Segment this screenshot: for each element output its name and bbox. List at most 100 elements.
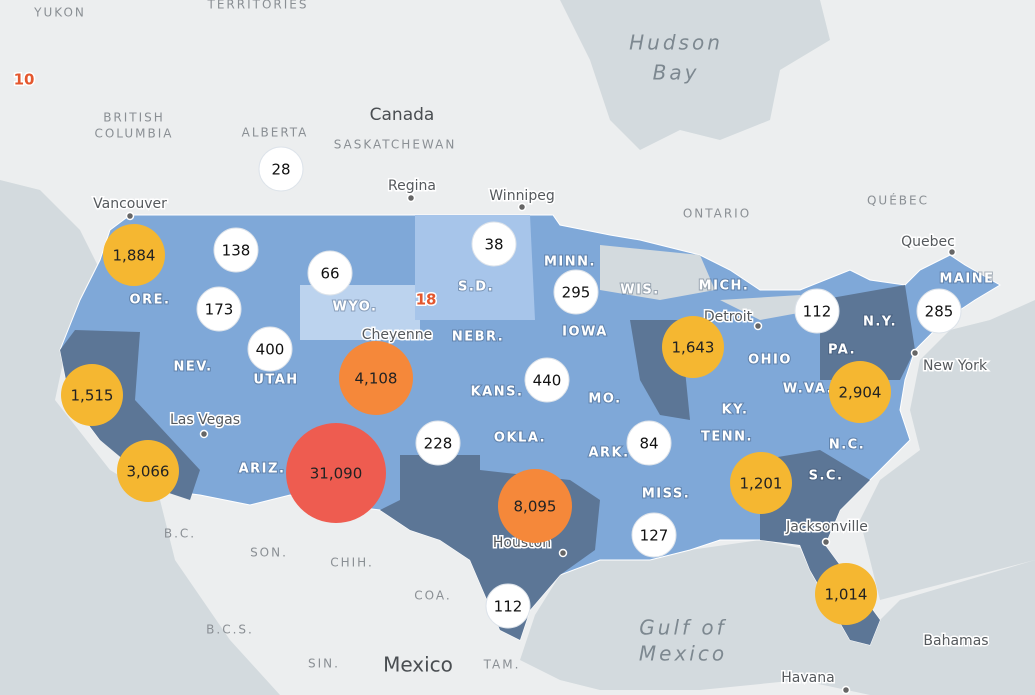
place-label: Vancouver <box>93 196 167 212</box>
cluster-bubble <box>339 341 413 415</box>
cluster-bubble <box>498 469 572 543</box>
cluster-count: 18 <box>416 291 437 309</box>
place-label: Winnipeg <box>489 188 554 204</box>
cluster: 84 <box>626 420 672 466</box>
cluster-bubble <box>916 288 962 334</box>
city-dot <box>517 202 527 212</box>
place-label: Canada <box>370 105 435 125</box>
cluster-count: 138 <box>222 242 251 260</box>
place-label: TENN. <box>701 430 753 445</box>
cluster: 285 <box>916 288 962 334</box>
cluster-count: 440 <box>533 372 562 390</box>
cluster-count: 8,095 <box>514 498 557 516</box>
cluster: 112 <box>485 583 531 629</box>
cluster: 31,090 <box>286 423 386 523</box>
cluster-count: 4,108 <box>355 370 398 388</box>
city-dot <box>199 429 209 439</box>
cluster-bubble <box>524 357 570 403</box>
place-label: MICH. <box>699 279 750 294</box>
place-label: New York <box>923 358 988 374</box>
cluster-count: 1,884 <box>113 247 156 265</box>
place-label: MINN. <box>544 255 596 270</box>
place-label: CHIH. <box>330 556 374 570</box>
place-label: Las Vegas <box>170 412 240 428</box>
cluster-bubble <box>485 583 531 629</box>
place-label: Jacksonville <box>785 519 868 535</box>
place-label: IOWA <box>562 325 608 340</box>
atlantic-ocean <box>860 300 1035 600</box>
place-label: Regina <box>388 178 436 194</box>
cluster-count: 295 <box>562 284 591 302</box>
cluster-count: 112 <box>803 303 832 321</box>
place-label: S.D. <box>458 280 494 295</box>
cluster: 38 <box>471 221 517 267</box>
place-label: Havana <box>781 670 834 686</box>
cluster-count: 3,066 <box>127 463 170 481</box>
place-label: Cheyenne <box>362 327 433 343</box>
place-label: W.VA. <box>783 382 833 397</box>
place-labels: YUKON TERRITORIES Hudson Bay BRITISH COLUMBIA… <box>33 0 994 688</box>
place-label: TAM. <box>483 658 521 672</box>
place-label: OHIO <box>748 353 792 368</box>
cluster-bubble <box>103 224 165 286</box>
cluster: 1,884 <box>103 224 165 286</box>
cluster: 2,904 <box>829 361 891 423</box>
city-dot <box>558 548 568 558</box>
place-label: MO. <box>588 392 621 407</box>
cluster-bubble <box>117 440 179 502</box>
place-label: Bay <box>653 61 700 85</box>
cluster-count: 285 <box>925 303 954 321</box>
cluster: 66 <box>307 250 353 296</box>
cluster-bubble <box>258 146 304 192</box>
cluster-bubble <box>815 563 877 625</box>
cluster-count: 31,090 <box>310 465 363 483</box>
place-label: ALBERTA <box>242 126 309 140</box>
place-label: ONTARIO <box>683 207 751 221</box>
place-label: SIN. <box>308 657 340 671</box>
place-label: BRITISH <box>103 111 165 125</box>
place-label: KY. <box>722 403 749 418</box>
cluster: 10 <box>12 69 36 90</box>
cluster-count: 1,515 <box>71 387 114 405</box>
place-label: WIS. <box>620 283 659 298</box>
pacific-ocean <box>0 180 280 695</box>
great-lakes <box>600 245 715 300</box>
city-dot <box>753 321 763 331</box>
cluster-bubble <box>61 364 123 426</box>
cluster: 228 <box>415 420 461 466</box>
region-wyoming <box>300 285 420 340</box>
hudson-bay <box>560 0 830 150</box>
place-label: N.Y. <box>863 315 897 330</box>
cluster-bubble <box>286 423 386 523</box>
cluster-count: 400 <box>256 341 285 359</box>
cluster-bubble <box>247 326 293 372</box>
city-dot <box>406 193 416 203</box>
cluster: 1,014 <box>815 563 877 625</box>
place-label: Gulf of <box>639 616 726 640</box>
cluster-count: 173 <box>205 301 234 319</box>
place-label: Bahamas <box>923 633 988 649</box>
cluster-count: 1,201 <box>740 475 783 493</box>
cluster: 8,095 <box>498 469 572 543</box>
great-lakes-east <box>720 295 815 320</box>
cluster: 18 <box>414 289 438 310</box>
cluster-count: 112 <box>494 598 523 616</box>
cluster-bubble <box>730 452 792 514</box>
region-northeast <box>820 285 915 380</box>
cluster: 138 <box>213 227 259 273</box>
place-label: Mexico <box>639 642 727 666</box>
place-label: COA. <box>414 589 451 603</box>
city-dot <box>125 211 135 221</box>
place-label: KANS. <box>471 385 524 400</box>
cluster-bubble <box>553 269 599 315</box>
place-label: QUÉBEC <box>867 193 929 208</box>
place-label: Hudson <box>629 31 723 55</box>
place-label: YUKON <box>33 6 86 20</box>
cluster-bubble <box>631 512 677 558</box>
place-label: NEBR. <box>452 330 504 345</box>
place-label: MAINE <box>939 272 994 287</box>
place-label: ARIZ. <box>239 462 286 477</box>
cluster: 1,201 <box>730 452 792 514</box>
cluster-count: 66 <box>320 265 339 283</box>
